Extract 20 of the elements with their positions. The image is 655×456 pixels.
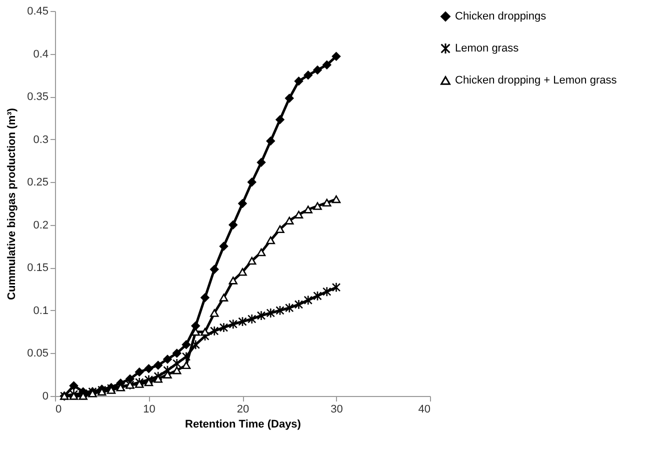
y-tick-label: 0.45 — [27, 6, 48, 18]
y-tick-label: 0.2 — [33, 219, 48, 232]
legend-label: Chicken droppings — [455, 10, 547, 22]
legend-label: Chicken dropping + Lemon grass — [455, 74, 618, 86]
y-tick-label: 0.1 — [33, 304, 48, 317]
x-axis-title: Retention Time (Days) — [185, 418, 302, 430]
y-tick-label: 0.3 — [33, 134, 48, 146]
x-tick-label: 10 — [143, 404, 156, 416]
x-tick-label: 40 — [418, 404, 430, 416]
y-tick-label: 0 — [42, 390, 48, 402]
y-tick-label: 0.4 — [33, 48, 48, 60]
y-tick-label: 0.05 — [27, 348, 48, 360]
y-tick-label: 0.25 — [27, 176, 48, 189]
legend-label: Lemon grass — [455, 42, 520, 54]
x-tick-label: 0 — [56, 404, 62, 416]
y-tick-label: 0.15 — [27, 262, 48, 274]
x-tick-label: 20 — [236, 404, 250, 416]
y-axis-title: Cummulative biogas production (m³) — [6, 108, 18, 300]
x-tick-label: 30 — [330, 404, 343, 416]
y-tick-label: 0.35 — [27, 91, 48, 104]
